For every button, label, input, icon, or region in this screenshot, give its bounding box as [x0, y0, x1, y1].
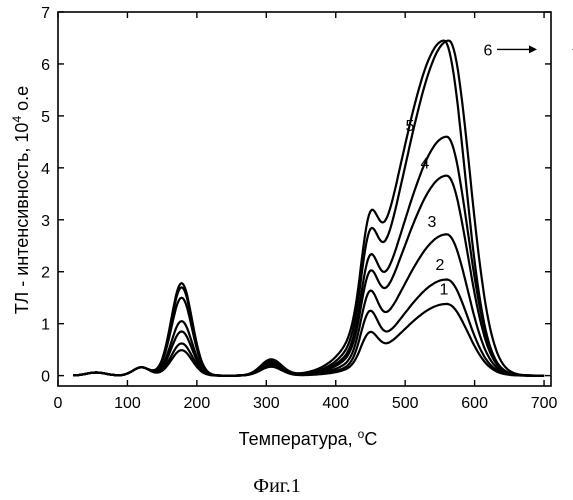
- x-axis-title: Температура, oC: [239, 427, 378, 449]
- y-tick-label: 6: [41, 57, 50, 74]
- x-tick-label: 500: [392, 395, 419, 412]
- series-line-7: [73, 41, 544, 376]
- curve-label-1: 1: [440, 281, 449, 298]
- label-arrow-head: [529, 45, 537, 53]
- x-tick-label: 0: [54, 395, 63, 412]
- curve-label-2: 2: [436, 257, 445, 274]
- x-tick-label: 100: [114, 395, 141, 412]
- y-axis-ticks: 0 1 2 3 4 5 6 7: [41, 5, 551, 386]
- x-tick-label: 300: [253, 395, 280, 412]
- series-line-2: [73, 280, 544, 376]
- y-tick-label: 2: [41, 265, 50, 282]
- figure-caption: Фиг.1: [253, 475, 300, 497]
- x-tick-label: 700: [531, 395, 558, 412]
- y-tick-label: 5: [41, 109, 50, 126]
- x-tick-label: 600: [461, 395, 488, 412]
- curve-label-3: 3: [428, 214, 437, 231]
- curve-labels: 1234567: [406, 42, 573, 298]
- x-tick-label: 200: [184, 395, 211, 412]
- curve-label-6: 6: [484, 42, 493, 59]
- y-axis-title: ТЛ - интенсивность, 104 о.е: [10, 86, 32, 314]
- y-tick-label: 4: [41, 161, 50, 178]
- y-tick-label: 0: [41, 369, 50, 386]
- x-tick-label: 400: [322, 395, 349, 412]
- y-tick-label: 7: [41, 5, 50, 22]
- y-tick-label: 3: [41, 213, 50, 230]
- curve-label-5: 5: [406, 118, 415, 135]
- curve-label-4: 4: [421, 156, 430, 173]
- y-tick-label: 1: [41, 317, 50, 334]
- series-lines: [73, 41, 544, 376]
